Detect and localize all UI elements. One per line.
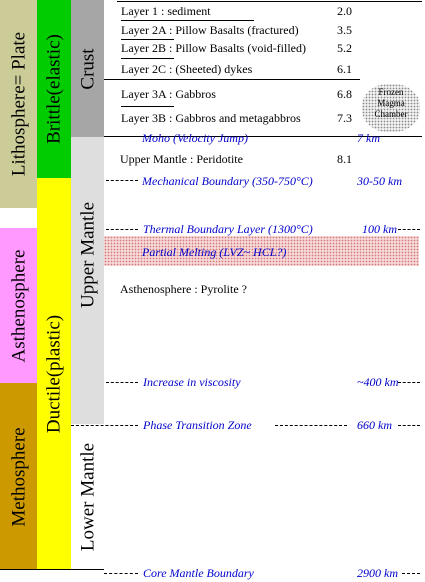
asthenosphere-label: Asthenosphere: [8, 249, 29, 362]
viscosity-label: Increase in viscosity: [143, 375, 241, 389]
lower-mantle-column: Lower Mantle: [71, 424, 104, 570]
layer-2c-line: [121, 58, 174, 59]
mechanical-boundary-depth: 30-50 km: [357, 174, 402, 188]
lithosphere-plate-column: Lithosphere= Plate: [0, 0, 37, 208]
layer-2c-label: Layer 2C : (Sheeted) dykes: [121, 62, 253, 76]
methosphere-label: Methosphere: [8, 426, 29, 527]
top-boundary-line: [117, 1, 422, 2]
crust-column: Crust: [71, 0, 104, 137]
layer-3b-label: Layer 3B : Gabbros and metagabbros: [121, 111, 301, 125]
layer-3-top-line: [104, 79, 360, 80]
layer-3a-value: 6.8: [337, 87, 352, 101]
layer-2b-label: Layer 2B : Pillow Basalts (void-filled): [121, 41, 306, 55]
asthenosphere-pyrolite-label: Asthenosphere : Pyrolite ?: [120, 282, 247, 296]
frozen-magma-chamber: Frozen Magma Chamber: [362, 84, 420, 132]
chamber-line-2: Magma: [377, 98, 405, 108]
lower-mantle-label: Lower Mantle: [77, 442, 98, 552]
upper-mantle-peridotite-label: Upper Mantle : Peridotite: [120, 152, 243, 166]
core-mantle-dash-left: [104, 573, 138, 574]
mechanical-boundary-label: Mechanical Boundary (350-750°C): [142, 174, 313, 188]
layer-1-label: Layer 1 : sediment: [121, 4, 211, 18]
upper-mantle-column: Upper Mantle: [71, 137, 104, 424]
partial-melting-zone: Partial Melting (LVZ~ HCL?): [104, 236, 419, 266]
thermal-boundary-dash-left: [106, 229, 138, 230]
moho-label: Moho (Velocity Jump): [142, 131, 248, 145]
layer-1-value: 2.0: [337, 4, 352, 18]
viscosity-depth: ~400 km: [357, 375, 399, 389]
lithosphere-label: Lithosphere= Plate: [8, 31, 29, 177]
moho-depth: 7 km: [357, 131, 380, 145]
ductile-label: Ductile(plastic): [43, 314, 65, 434]
core-mantle-boundary-line-left: [0, 569, 104, 570]
phase-transition-depth: 660 km: [357, 418, 392, 432]
thermal-boundary-dash-right: [398, 229, 420, 230]
layer-3b-value: 7.3: [337, 111, 352, 125]
chamber-line-1: Frozen: [378, 87, 404, 97]
core-mantle-dash-right: [402, 573, 420, 574]
thermal-boundary-depth: 100 km: [362, 222, 397, 236]
crust-label: Crust: [77, 47, 98, 90]
core-mantle-label: Core Mantle Boundary: [143, 566, 254, 580]
phase-transition-dash-mid: [275, 425, 347, 426]
phase-transition-dash-right: [398, 425, 420, 426]
moho-line: [104, 136, 422, 137]
mechanical-boundary-dash-left: [106, 180, 138, 181]
layer-2b-value: 5.2: [337, 41, 352, 55]
phase-transition-label: Phase Transition Zone: [143, 418, 252, 432]
layer-3a-label: Layer 3A : Gabbros: [121, 87, 216, 101]
asthenosphere-column: Asthenosphere: [0, 228, 37, 383]
viscosity-dash-right: [398, 382, 420, 383]
upper-mantle-peridotite-value: 8.1: [337, 152, 352, 166]
core-mantle-depth: 2900 km: [357, 566, 398, 580]
methosphere-column: Methosphere: [0, 383, 37, 570]
layer-2a-label: Layer 2A : Pillow Basalts (fractured): [121, 23, 299, 37]
layer-2c-value: 6.1: [337, 62, 352, 76]
layer-2a-value: 3.5: [337, 23, 352, 37]
ductile-column: Ductile(plastic): [37, 178, 71, 570]
layer-2b-line: [121, 39, 174, 40]
chamber-line-3: Chamber: [374, 109, 408, 119]
viscosity-dash-left: [106, 382, 138, 383]
thermal-boundary-label: Thermal Boundary Layer (1300°C): [143, 222, 313, 236]
layer-2a-line: [121, 20, 254, 21]
brittle-label: Brittle(elastic): [43, 34, 65, 144]
brittle-column: Brittle(elastic): [37, 0, 71, 178]
upper-mantle-label: Upper Mantle: [77, 201, 98, 308]
partial-melting-label: Partial Melting (LVZ~ HCL?): [142, 245, 287, 259]
phase-transition-dash-left: [71, 425, 138, 426]
layer-3b-line: [121, 106, 174, 107]
